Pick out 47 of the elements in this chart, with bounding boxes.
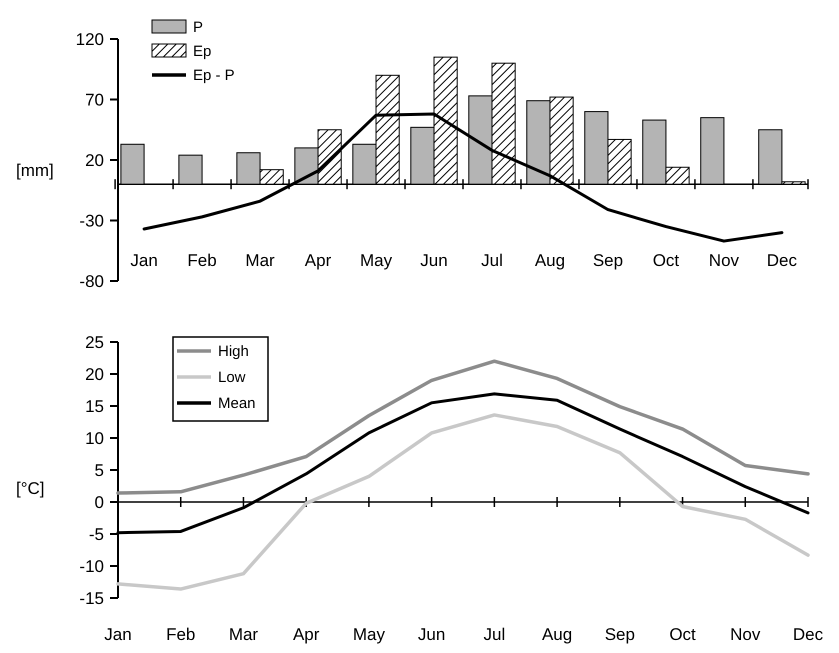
legend-label: P	[193, 19, 204, 36]
y-tick-label: 0	[94, 493, 104, 512]
y-axis-title: [mm]	[16, 161, 54, 180]
y-tick-label: 20	[85, 365, 104, 384]
y-tick-label: 20	[85, 151, 104, 170]
x-tick-label: Oct	[669, 625, 696, 644]
y-axis-title: [°C]	[16, 479, 45, 498]
x-tick-label: Jun	[418, 625, 446, 644]
x-tick-label: Oct	[652, 251, 680, 270]
x-tick-label: Mar	[228, 625, 258, 644]
x-tick-label: Apr	[304, 251, 332, 270]
x-tick-label: Nov	[708, 251, 740, 270]
y-tick-label: 5	[94, 461, 104, 480]
x-tick-label: Feb	[166, 625, 196, 644]
x-tick-label: May	[352, 625, 386, 644]
y-tick-label: 70	[85, 90, 104, 110]
x-tick-label: Apr	[292, 625, 320, 644]
x-tick-label: Sep	[592, 251, 624, 270]
legend-label: High	[218, 343, 249, 360]
y-tick-label: 25	[85, 333, 104, 352]
x-tick-label: Jul	[481, 251, 503, 270]
legend-label: Ep - P	[193, 67, 235, 84]
x-tick-label: Jan	[104, 625, 132, 644]
line-series	[116, 359, 810, 495]
y-tick-label: 15	[85, 397, 104, 416]
legend-label: Low	[218, 369, 246, 386]
x-tick-label: May	[360, 251, 393, 270]
legend-label: Mean	[218, 395, 256, 412]
x-tick-label: Feb	[187, 251, 217, 270]
y-tick-label: -30	[79, 212, 104, 230]
x-tick-label: Jan	[130, 251, 158, 270]
x-tick-label: Nov	[730, 625, 761, 644]
y-tick-label: -15	[79, 589, 104, 608]
x-tick-label: Jul	[483, 625, 506, 644]
x-tick-label: Dec	[792, 625, 824, 644]
y-tick-label: -5	[88, 525, 104, 544]
y-tick-label: 10	[85, 429, 104, 448]
x-tick-label: Mar	[245, 251, 276, 270]
legend-label: Ep	[193, 43, 212, 60]
x-tick-label: Aug	[534, 251, 566, 270]
x-tick-label: Sep	[604, 625, 635, 644]
y-tick-label: -10	[79, 557, 104, 576]
x-tick-label: Jun	[420, 251, 448, 270]
x-tick-label: Dec	[766, 251, 798, 270]
y-tick-label: -80	[79, 272, 104, 291]
y-tick-label: 120	[76, 30, 104, 49]
x-tick-label: Aug	[542, 625, 572, 644]
